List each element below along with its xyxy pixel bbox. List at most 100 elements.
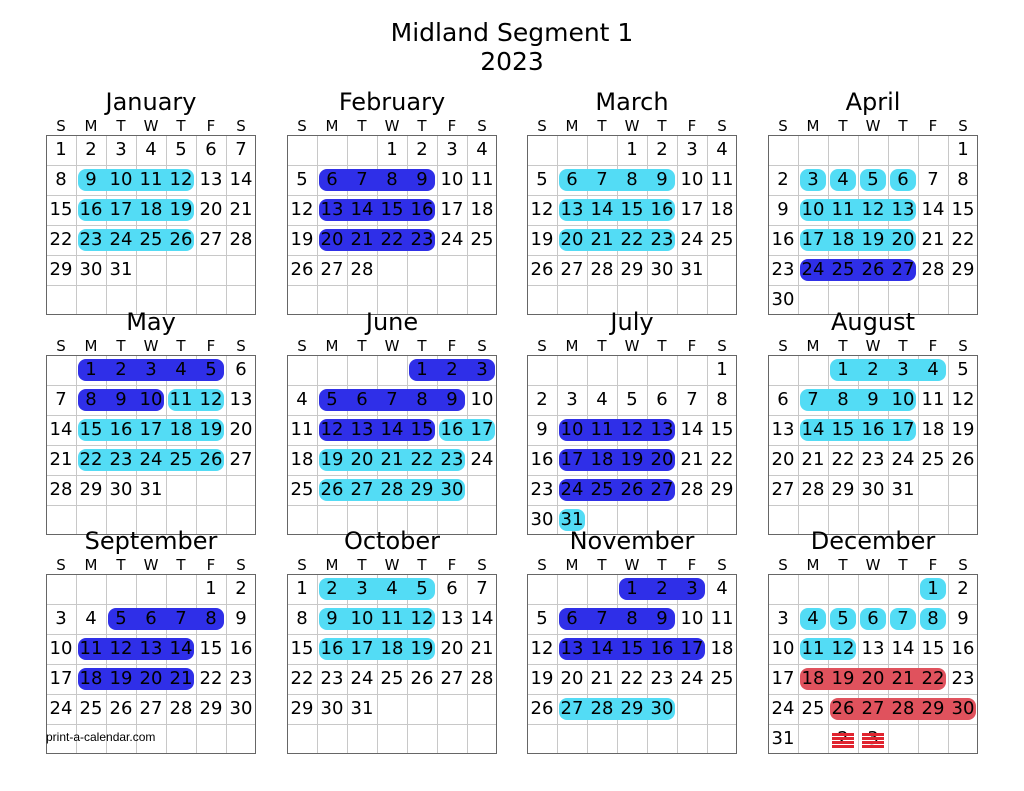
day-cell[interactable]: 5 <box>205 359 217 380</box>
day-cell[interactable]: 17 <box>560 449 584 470</box>
day-cell[interactable]: 28 <box>470 668 494 689</box>
day-cell[interactable]: 13 <box>199 169 223 190</box>
day-cell[interactable]: 4 <box>596 389 608 410</box>
day-cell[interactable]: 3 <box>476 359 488 380</box>
day-cell[interactable]: 8 <box>837 389 849 410</box>
day-cell[interactable]: 15 <box>951 199 975 220</box>
day-cell[interactable]: 5 <box>536 169 548 190</box>
day-cell[interactable]: 1 <box>716 359 728 380</box>
day-cell[interactable]: 21 <box>801 449 825 470</box>
day-cell[interactable]: 11 <box>470 169 494 190</box>
day-cell[interactable]: 22 <box>290 668 314 689</box>
day-cell[interactable]: 5 <box>536 608 548 629</box>
day-cell[interactable]: 28 <box>49 479 73 500</box>
day-cell[interactable]: 7 <box>356 169 368 190</box>
day-cell[interactable]: 24 <box>440 229 464 250</box>
day-cell[interactable]: 19 <box>620 449 644 470</box>
day-cell[interactable]: 14 <box>590 199 614 220</box>
day-cell[interactable]: 10 <box>139 389 163 410</box>
day-cell[interactable]: 27 <box>350 479 374 500</box>
day-cell[interactable]: 26 <box>530 259 554 280</box>
day-cell[interactable]: 23 <box>951 668 975 689</box>
day-cell[interactable]: 11 <box>290 419 314 440</box>
day-cell[interactable]: 5 <box>416 578 428 599</box>
day-cell[interactable]: 21 <box>590 668 614 689</box>
day-cell[interactable]: 19 <box>831 668 855 689</box>
day-cell[interactable]: 19 <box>199 419 223 440</box>
day-cell[interactable]: 29 <box>199 698 223 719</box>
day-cell[interactable]: 4 <box>716 139 728 160</box>
day-cell[interactable]: 15 <box>79 419 103 440</box>
day-cell[interactable]: 6 <box>145 608 157 629</box>
day-cell[interactable]: 8 <box>626 169 638 190</box>
day-cell[interactable]: 2 <box>416 139 428 160</box>
day-cell[interactable]: 4 <box>145 139 157 160</box>
day-cell[interactable]: 28 <box>590 698 614 719</box>
day-cell[interactable]: 8 <box>55 169 67 190</box>
day-cell[interactable]: 8 <box>626 608 638 629</box>
day-cell[interactable]: 26 <box>620 479 644 500</box>
day-cell[interactable]: 25 <box>710 229 734 250</box>
day-cell[interactable]: 11 <box>710 169 734 190</box>
day-cell[interactable]: 28 <box>229 229 253 250</box>
day-cell[interactable]: 10 <box>470 389 494 410</box>
day-cell[interactable]: 22 <box>49 229 73 250</box>
day-cell[interactable]: 22 <box>410 449 434 470</box>
day-cell[interactable]: 22 <box>710 449 734 470</box>
day-cell[interactable]: 6 <box>235 359 247 380</box>
day-cell[interactable]: 12 <box>410 608 434 629</box>
day-cell[interactable]: 14 <box>229 169 253 190</box>
day-cell[interactable]: 26 <box>951 449 975 470</box>
day-cell[interactable]: 29 <box>620 259 644 280</box>
day-cell[interactable]: 1 <box>416 359 428 380</box>
day-cell[interactable]: 4 <box>386 578 398 599</box>
day-cell[interactable]: 7 <box>235 139 247 160</box>
day-cell[interactable]: 24 <box>801 259 825 280</box>
day-cell[interactable]: 4 <box>837 169 849 190</box>
day-cell[interactable]: 20 <box>199 199 223 220</box>
day-cell[interactable]: 15 <box>620 199 644 220</box>
day-cell[interactable]: 22 <box>831 449 855 470</box>
day-cell[interactable]: 27 <box>650 479 674 500</box>
day-cell[interactable]: 9 <box>777 199 789 220</box>
day-cell[interactable]: 24 <box>680 668 704 689</box>
day-cell[interactable]: 3 <box>115 139 127 160</box>
day-cell[interactable]: 3 <box>566 389 578 410</box>
day-cell[interactable]: 3 <box>55 608 67 629</box>
day-cell[interactable]: 26 <box>109 698 133 719</box>
day-cell[interactable]: 19 <box>410 638 434 659</box>
day-cell[interactable]: 5 <box>115 608 127 629</box>
day-cell[interactable]: 14 <box>350 199 374 220</box>
day-cell[interactable]: 29 <box>951 259 975 280</box>
day-cell[interactable]: 11 <box>710 608 734 629</box>
day-cell[interactable]: 10 <box>350 608 374 629</box>
day-cell[interactable]: 29 <box>79 479 103 500</box>
day-cell[interactable]: 30 <box>440 479 464 500</box>
day-cell[interactable]: 7 <box>55 389 67 410</box>
day-cell[interactable]: 13 <box>560 199 584 220</box>
day-cell[interactable]: 30 <box>861 479 885 500</box>
day-cell[interactable]: 20 <box>229 419 253 440</box>
day-cell[interactable]: 5 <box>957 359 969 380</box>
day-cell[interactable]: 27 <box>771 479 795 500</box>
day-cell[interactable]: 30 <box>771 289 795 310</box>
day-cell[interactable]: 27 <box>891 259 915 280</box>
day-cell[interactable]: 11 <box>79 638 103 659</box>
day-cell[interactable]: 1 <box>296 578 308 599</box>
day-cell[interactable]: 21 <box>891 668 915 689</box>
day-cell[interactable]: 25 <box>290 479 314 500</box>
day-cell[interactable]: 26 <box>290 259 314 280</box>
day-cell[interactable]: 23 <box>861 449 885 470</box>
day-cell[interactable]: 5 <box>626 389 638 410</box>
day-cell[interactable]: 19 <box>290 229 314 250</box>
day-cell[interactable]: 12 <box>290 199 314 220</box>
day-cell[interactable]: 21 <box>680 449 704 470</box>
day-cell[interactable]: 17 <box>891 419 915 440</box>
day-cell[interactable]: 1 <box>626 578 638 599</box>
day-cell[interactable]: 2 <box>656 139 668 160</box>
day-cell[interactable]: 3 <box>686 578 698 599</box>
day-cell[interactable]: 6 <box>446 578 458 599</box>
day-cell[interactable]: 25 <box>470 229 494 250</box>
day-cell[interactable]: 28 <box>921 259 945 280</box>
day-cell[interactable]: 21 <box>380 449 404 470</box>
